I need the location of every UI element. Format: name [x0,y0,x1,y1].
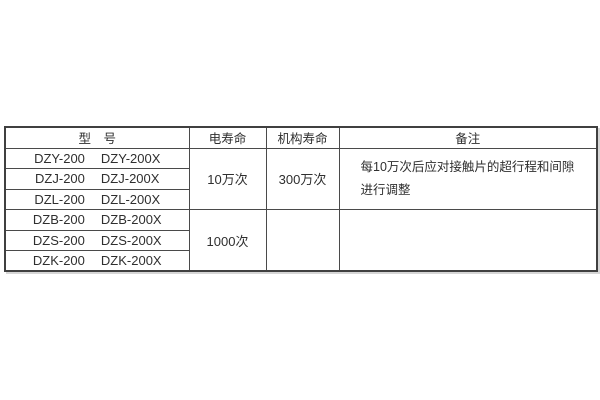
model-name: DZB-200 [32,212,85,228]
model-pair: DZJ-200 DZJ-200X [6,171,188,187]
mechanical-life-cell: 300万次 [265,147,340,210]
model-name: DZL-200 [34,191,85,207]
remarks-cell [338,209,598,272]
table-row: DZL-200 DZL-200X [4,188,597,210]
col-header-electrical-life: 电寿命 [188,126,267,149]
table-row: DZJ-200 DZJ-200X [4,168,597,190]
model-pair: DZK-200 DZK-200X [6,253,188,268]
model-name: DZK-200 [32,253,85,268]
model-cell: DZK-200 DZK-200X [4,250,190,272]
relay-life-spec-table: 型 号 电寿命 机构寿命 备注 DZY-200 DZY-200X 10万次 30… [4,126,598,272]
model-name: DZY-200 [34,150,85,166]
model-pair: DZY-200 DZY-200X [6,150,188,166]
electrical-life-cell: 10万次 [188,147,267,210]
remarks-text-line: 进行调整 [360,182,411,197]
mechanical-life-cell [265,209,340,272]
model-cell: DZJ-200 DZJ-200X [4,168,190,190]
electrical-life-cell: 1000次 [188,209,267,272]
model-name: DZJ-200X [100,171,160,187]
model-cell: DZY-200 DZY-200X [4,147,190,169]
remarks-text-line: 每10万次后应对接触片的超行程和间隙 [360,159,575,174]
model-cell: DZB-200 DZB-200X [4,209,190,231]
header-row: 型 号 电寿命 机构寿命 备注 [4,126,598,149]
model-pair: DZS-200 DZS-200X [6,232,188,248]
model-name: DZJ-200 [35,171,85,187]
model-cell: DZS-200 DZS-200X [4,229,190,251]
table-row: DZB-200 DZB-200X 1000次 [4,209,598,272]
model-name: DZL-200X [100,191,161,207]
remarks-cell: 每10万次后应对接触片的超行程和间隙 进行调整 [338,147,598,210]
col-header-mechanical-life: 机构寿命 [265,126,340,149]
model-pair: DZL-200 DZL-200X [6,191,188,207]
col-header-model: 型 号 [4,126,190,149]
col-header-remarks: 备注 [338,126,598,149]
model-name: DZS-200 [32,232,85,248]
model-pair: DZB-200 DZB-200X [6,212,188,228]
model-name: DZK-200X [100,253,162,268]
model-name: DZS-200X [100,232,162,248]
table-row: DZK-200 DZK-200X [4,250,597,272]
model-name: DZB-200X [100,212,162,228]
model-cell: DZL-200 DZL-200X [4,188,190,210]
table-row: DZY-200 DZY-200X 10万次 300万次 每10万次后应对接触片的… [4,147,598,210]
model-name: DZY-200X [100,150,161,166]
spec-table-container: 型 号 电寿命 机构寿命 备注 DZY-200 DZY-200X 10万次 30… [4,126,598,272]
